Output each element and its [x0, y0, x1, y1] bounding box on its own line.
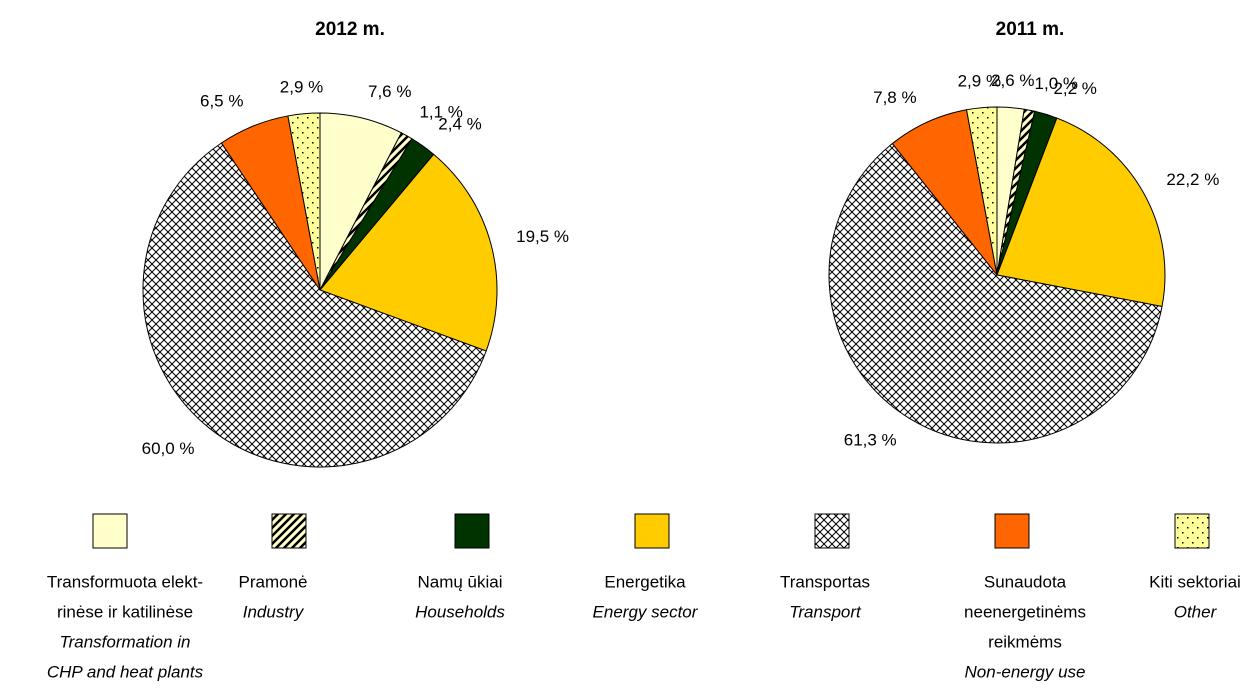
legend-swatch	[271, 513, 307, 549]
legend-swatch	[634, 513, 670, 549]
legend-label: Transport	[789, 602, 862, 621]
slice-label: 2,9 %	[958, 71, 1001, 90]
slice-label: 7,8 %	[873, 88, 916, 107]
legend-swatch	[454, 513, 490, 549]
pie-title: 2012 m.	[315, 19, 385, 40]
legend-label: CHP and heat plants	[47, 662, 204, 681]
legend-label: Pramonė	[239, 572, 308, 591]
pie-slice	[287, 112, 321, 291]
pie-slice	[319, 153, 498, 352]
slice-label: 1,1 %	[419, 103, 462, 122]
slice-label: 2,6 %	[991, 71, 1034, 90]
legend-label: Households	[415, 602, 505, 621]
legend-label: Transportas	[780, 572, 870, 591]
slice-label: 2,2 %	[1053, 79, 1096, 98]
slice-label: 19,5 %	[516, 227, 569, 246]
legend-label: Industry	[243, 602, 305, 621]
pie-slice	[142, 142, 487, 468]
slice-label: 2,9 %	[280, 77, 323, 96]
slice-label: 61,3 %	[844, 431, 897, 450]
legend-swatch	[92, 513, 128, 549]
slice-label: 2,4 %	[438, 115, 481, 134]
pie-slice	[828, 142, 1163, 444]
pie-slice	[996, 117, 1166, 308]
legend-label: Transformation in	[59, 632, 190, 651]
pie-slice	[965, 106, 998, 276]
legend-label: neenergetinėms	[964, 602, 1086, 621]
legend-label: Transformuota elekt-	[47, 572, 203, 591]
legend-label: Other	[1174, 602, 1218, 621]
slice-label: 22,2 %	[1166, 170, 1219, 189]
legend-swatch	[814, 513, 850, 549]
legend-label: reikmėms	[988, 632, 1062, 651]
slice-label: 60,0 %	[142, 439, 195, 458]
legend-label: Namų ūkiai	[417, 572, 502, 591]
pie-title: 2011 m.	[996, 19, 1065, 40]
legend-label: Sunaudota	[984, 572, 1067, 591]
legend-label: Non-energy use	[965, 662, 1086, 681]
slice-label: 1,0 %	[1035, 74, 1078, 93]
slice-label: 6,5 %	[200, 91, 243, 110]
legend-swatch	[994, 513, 1030, 549]
legend-swatch	[1174, 513, 1210, 549]
slice-label: 7,6 %	[368, 82, 411, 101]
legend-label: rinėse ir katilinėse	[57, 602, 193, 621]
legend-label: Energetika	[604, 572, 686, 591]
legend-label: Kiti sektoriai	[1149, 572, 1241, 591]
legend-label: Energy sector	[593, 602, 699, 621]
